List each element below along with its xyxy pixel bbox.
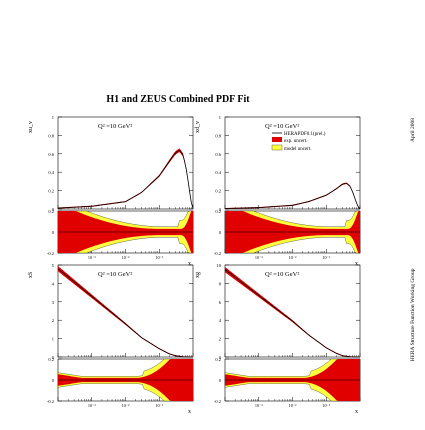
y-tick-label: 0 bbox=[219, 355, 222, 360]
y-tick-label: 0 bbox=[52, 355, 55, 360]
pdf-central-line bbox=[224, 269, 360, 358]
y-tick-label: 0.2 bbox=[48, 189, 54, 194]
y-tick-label: 2 bbox=[52, 318, 54, 323]
legend-model-label: model uncert. bbox=[284, 147, 312, 152]
legend-exp-swatch bbox=[272, 137, 282, 142]
pdf-band bbox=[58, 266, 193, 357]
y-tick-label: 6 bbox=[219, 300, 222, 305]
y-tick-label: 2 bbox=[219, 337, 221, 342]
ratio-y-tick-label: 0.2 bbox=[215, 357, 221, 362]
x-tick-label: 10⁻¹ bbox=[322, 255, 330, 260]
y-tick-label: 0.8 bbox=[48, 133, 54, 138]
y-tick-label: 5 bbox=[52, 263, 55, 268]
x-tick-label: 10⁻¹ bbox=[155, 255, 163, 260]
ratio-y-tick-label: 0 bbox=[52, 230, 55, 235]
q2-label: Q² =10 GeV² bbox=[98, 123, 132, 130]
y-tick-label: 0.2 bbox=[215, 189, 221, 194]
x-tick-label: 10⁻³ bbox=[255, 403, 263, 408]
y-axis-label: xS bbox=[28, 272, 34, 278]
main-frame bbox=[57, 116, 194, 210]
y-tick-label: 0.6 bbox=[215, 152, 221, 157]
legend-exp-label: exp. uncert. bbox=[284, 139, 307, 144]
ratio-y-tick-label: -0.2 bbox=[214, 251, 221, 256]
ratio-y-tick-label: 0.2 bbox=[215, 209, 221, 214]
pdf-central-line bbox=[57, 149, 194, 209]
y-tick-label: 10 bbox=[217, 263, 222, 268]
ratio-y-tick-label: 0 bbox=[219, 230, 222, 235]
y-tick-label: 0 bbox=[52, 207, 55, 212]
x-tick-label: 10⁻² bbox=[122, 255, 130, 260]
x-axis-label: x bbox=[355, 409, 358, 415]
x-axis-label: x bbox=[188, 409, 191, 415]
q2-label: Q² =10 GeV² bbox=[98, 271, 132, 278]
ratio-y-tick-label: 0 bbox=[219, 378, 222, 383]
legend-box bbox=[269, 129, 352, 156]
q2-label: Q² =10 GeV² bbox=[265, 271, 299, 278]
y-tick-label: 1 bbox=[219, 115, 221, 120]
y-tick-label: 8 bbox=[219, 281, 222, 286]
x-axis-label: x bbox=[188, 261, 191, 267]
ratio-y-tick-label: 0.2 bbox=[48, 209, 54, 214]
y-tick-label: 0.4 bbox=[48, 170, 54, 175]
date-label: April 2008 bbox=[410, 118, 416, 142]
y-tick-label: 4 bbox=[219, 318, 222, 323]
pdf-band bbox=[58, 148, 193, 209]
pdf-band bbox=[225, 266, 360, 357]
ratio-y-tick-label: 0 bbox=[52, 378, 55, 383]
x-tick-label: 10⁻¹ bbox=[155, 403, 163, 408]
y-tick-label: 3 bbox=[52, 300, 55, 305]
y-axis-label: xu_v bbox=[28, 121, 34, 133]
x-tick-label: 10⁻³ bbox=[255, 255, 263, 260]
figure-title: H1 and ZEUS Combined PDF Fit bbox=[106, 94, 250, 105]
x-tick-label: 10⁻³ bbox=[88, 255, 96, 260]
x-tick-label: 10⁻² bbox=[289, 255, 297, 260]
main-frame bbox=[224, 264, 361, 358]
y-tick-label: 4 bbox=[52, 281, 55, 286]
legend-model-swatch bbox=[271, 144, 283, 151]
y-tick-label: 0.6 bbox=[48, 152, 54, 157]
y-tick-label: 1 bbox=[52, 337, 54, 342]
x-tick-label: 10⁻¹ bbox=[322, 403, 330, 408]
x-tick-label: 10⁻² bbox=[122, 403, 130, 408]
ratio-y-tick-label: -0.2 bbox=[214, 399, 221, 404]
y-axis-label: xg bbox=[195, 272, 201, 278]
y-tick-label: 0.4 bbox=[215, 170, 221, 175]
group-label: HERA Structure Function Working Group bbox=[410, 268, 416, 361]
ratio-y-tick-label: 0.2 bbox=[48, 357, 54, 362]
legend: HERAPDF0.1(prel.) exp. uncert. model uncer… bbox=[269, 129, 352, 156]
y-axis-label: xd_v bbox=[195, 121, 201, 133]
x-axis-label: x bbox=[355, 261, 358, 267]
main-frame bbox=[57, 264, 194, 358]
q2-label: Q² =10 GeV² bbox=[265, 123, 299, 130]
ratio-y-tick-label: -0.2 bbox=[47, 399, 54, 404]
x-tick-label: 10⁻² bbox=[289, 403, 297, 408]
y-tick-label: 0 bbox=[219, 207, 222, 212]
pdf-central-line bbox=[57, 268, 193, 358]
y-tick-label: 1 bbox=[52, 115, 54, 120]
pdf-central-line bbox=[224, 182, 361, 210]
x-tick-label: 10⁻³ bbox=[88, 403, 96, 408]
legend-central-label: HERAPDF0.1(prel.) bbox=[284, 132, 326, 137]
y-tick-label: 0.8 bbox=[215, 133, 221, 138]
ratio-y-tick-label: -0.2 bbox=[47, 251, 54, 256]
